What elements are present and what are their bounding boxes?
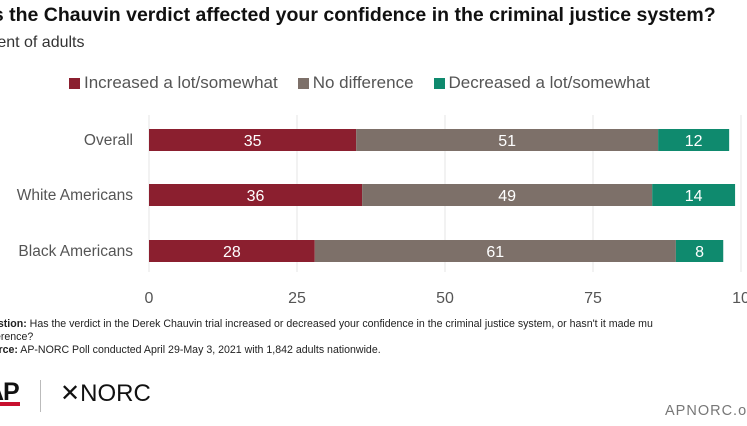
chart-notes: estion: Has the verdict in the Derek Cha… — [0, 318, 747, 357]
data-label-black-americans-no-difference: 61 — [486, 244, 504, 261]
x-tick-label-100: 10 — [732, 290, 747, 307]
bar-black-americans-increased-a-lot-somewhat — [149, 240, 315, 262]
bar-black-americans-decreased-a-lot-somewhat — [675, 240, 724, 262]
bar-overall-decreased-a-lot-somewhat — [658, 129, 730, 151]
bar-white-americans-increased-a-lot-somewhat — [149, 184, 363, 206]
norc-logo: ✕NORC — [60, 380, 151, 407]
x-tick-label-50: 50 — [436, 290, 454, 307]
legend-label-no-difference: No difference — [312, 73, 414, 92]
source-note: urce: AP-NORC Poll conducted April 29-Ma… — [0, 344, 747, 357]
chart-subtitle: rcent of adults — [0, 34, 85, 51]
legend-swatch-decreased — [433, 77, 445, 89]
data-label-white-americans-decreased-a-lot-somewhat: 14 — [685, 188, 703, 205]
legend-item-decreased: Decreased a lot/somewhat — [433, 73, 650, 93]
bar-overall-no-difference — [356, 129, 659, 151]
bar-white-americans-no-difference — [362, 184, 653, 206]
legend-swatch-no-difference — [297, 77, 309, 89]
bar-overall-increased-a-lot-somewhat — [149, 129, 357, 151]
data-label-white-americans-no-difference: 49 — [498, 188, 516, 205]
chart-title: as the Chauvin verdict affected your con… — [0, 4, 716, 26]
question-label: estion: — [0, 318, 27, 330]
ap-logo-accent — [0, 402, 20, 406]
data-label-black-americans-increased-a-lot-somewhat: 28 — [223, 244, 241, 261]
chart-legend: Increased a lot/somewhat No difference D… — [69, 73, 670, 93]
data-label-white-americans-increased-a-lot-somewhat: 36 — [247, 188, 265, 205]
question-note-continued: ference? — [0, 331, 34, 343]
question-text: Has the verdict in the Derek Chauvin tri… — [26, 318, 653, 330]
ap-logo: AP — [0, 378, 20, 406]
legend-label-decreased: Decreased a lot/somewhat — [448, 73, 650, 92]
x-tick-label-25: 25 — [288, 290, 306, 307]
category-label-black-americans: Black Americans — [18, 243, 133, 260]
question-note: estion: Has the verdict in the Derek Cha… — [0, 318, 747, 331]
bar-black-americans-no-difference — [314, 240, 676, 262]
legend-item-no-difference: No difference — [297, 73, 414, 93]
source-label: urce: — [0, 344, 18, 356]
data-label-overall-increased-a-lot-somewhat: 35 — [244, 133, 262, 150]
data-label-overall-decreased-a-lot-somewhat: 12 — [685, 133, 703, 150]
legend-label-increased: Increased a lot/somewhat — [84, 73, 278, 92]
site-url: APNORC.o — [665, 403, 747, 419]
x-tick-label-0: 0 — [145, 290, 154, 307]
data-label-black-americans-decreased-a-lot-somewhat: 8 — [695, 244, 704, 261]
data-label-overall-no-difference: 51 — [498, 133, 516, 150]
footer-divider — [40, 380, 41, 412]
category-label-overall: Overall — [84, 132, 133, 149]
legend-item-increased: Increased a lot/somewhat — [69, 73, 278, 93]
bar-white-americans-decreased-a-lot-somewhat — [652, 184, 736, 206]
category-label-white-americans: White Americans — [17, 187, 134, 204]
legend-swatch-increased — [69, 77, 80, 89]
source-text: AP-NORC Poll conducted April 29-May 3, 2… — [17, 344, 381, 356]
stacked-bar-chart: 0 25 50 75 10 Overall 35 51 12 White Americans 36 4… — [17, 115, 747, 307]
x-tick-label-75: 75 — [584, 290, 602, 307]
